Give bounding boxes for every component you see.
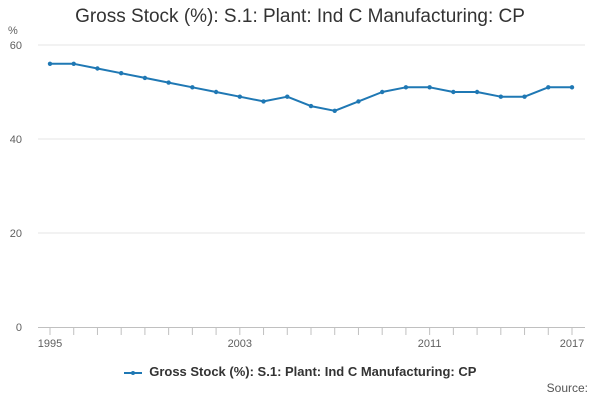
data-point: [261, 99, 266, 104]
data-point: [379, 89, 385, 95]
x-tick-label: 2017: [560, 338, 584, 350]
x-tick-label: 2003: [228, 338, 252, 350]
data-point: [213, 89, 219, 95]
y-tick-label: 20: [10, 228, 22, 240]
data-point: [356, 99, 361, 104]
series-line: [49, 62, 573, 112]
legend-marker-swatch: [130, 370, 135, 375]
legend[interactable]: Gross Stock (%): S.1: Plant: Ind C Manuf…: [0, 364, 600, 379]
data-point: [308, 103, 314, 109]
data-point: [451, 89, 456, 95]
data-point: [118, 71, 124, 76]
data-point: [403, 85, 409, 90]
data-point: [332, 108, 337, 114]
data-point: [142, 75, 148, 81]
y-tick-label: 0: [16, 322, 22, 334]
data-point: [427, 85, 432, 90]
data-point: [522, 94, 527, 99]
data-point: [190, 85, 195, 90]
y-axis-label: %: [8, 25, 18, 37]
data-point: [546, 85, 551, 90]
data-point: [569, 85, 575, 90]
source-label: Source:: [546, 381, 588, 395]
legend-series-label: Gross Stock (%): S.1: Plant: Ind C Manuf…: [149, 364, 477, 379]
data-point: [166, 80, 171, 85]
data-point: [237, 94, 243, 99]
x-tick-label: 2011: [418, 338, 442, 350]
data-point: [95, 66, 100, 71]
y-tick-label: 60: [10, 40, 22, 52]
data-point: [47, 61, 53, 66]
chart-title: Gross Stock (%): S.1: Plant: Ind C Manuf…: [75, 6, 525, 27]
legend-series-symbol: [123, 369, 142, 377]
data-point: [71, 61, 76, 66]
x-tick-label: 1995: [38, 338, 62, 350]
data-point: [474, 89, 480, 95]
data-point: [498, 94, 504, 99]
y-tick-label: 40: [10, 134, 22, 146]
data-point: [285, 94, 290, 99]
